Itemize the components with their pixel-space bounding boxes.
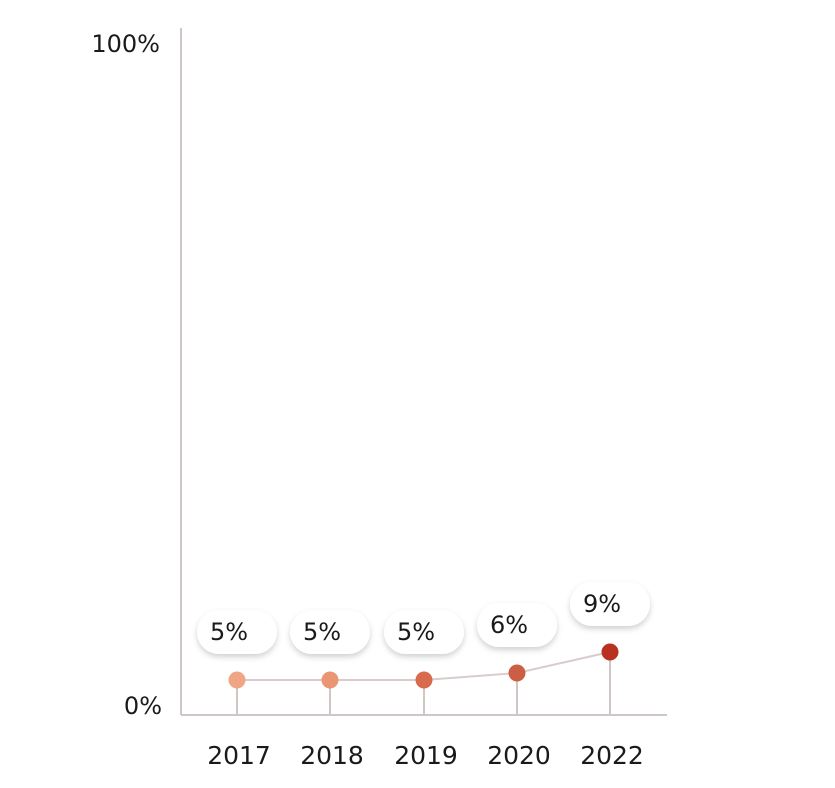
data-label-2019: 5% [397, 618, 435, 646]
data-label-2018: 5% [303, 618, 341, 646]
value-bubble-2020 [477, 603, 557, 647]
x-tick-label-2017: 2017 [207, 741, 271, 770]
data-point-2020 [508, 664, 526, 682]
value-bubble-2017 [197, 610, 277, 654]
data-label-2022: 9% [583, 590, 621, 618]
x-tick-label-2019: 2019 [394, 741, 458, 770]
value-bubble-2019 [384, 610, 464, 654]
value-bubble-2018 [290, 610, 370, 654]
data-label-2020: 6% [490, 611, 528, 639]
y-tick-label-min: 0% [124, 692, 162, 720]
x-tick-label-2018: 2018 [300, 741, 364, 770]
data-point-2019 [415, 671, 433, 689]
x-tick-label-2020: 2020 [487, 741, 551, 770]
data-label-2017: 5% [210, 618, 248, 646]
y-tick-label-max: 100% [91, 30, 160, 58]
data-point-2022 [601, 643, 619, 661]
value-bubble-2022 [570, 582, 650, 626]
data-point-2017 [228, 671, 246, 689]
data-point-2018 [321, 671, 339, 689]
chart-marks: 5% 5% 5% 6% 9% 2017 2018 2019 2020 2022 [197, 582, 650, 770]
x-tick-label-2022: 2022 [580, 741, 644, 770]
